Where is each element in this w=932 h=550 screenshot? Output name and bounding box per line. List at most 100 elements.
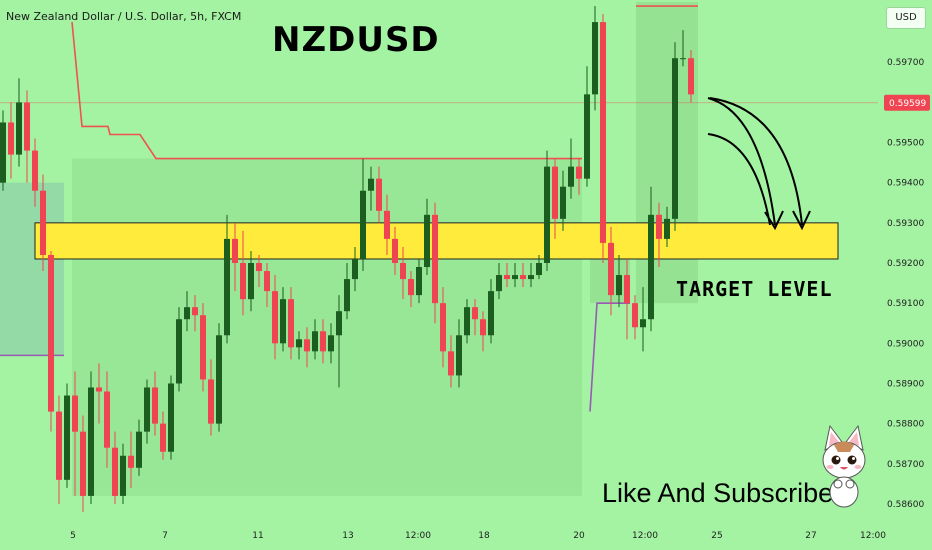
candle-body	[416, 267, 422, 296]
support-line-recent	[589, 302, 630, 412]
candle-body	[464, 307, 470, 336]
time-axis-label: 13	[342, 531, 353, 541]
candle-body	[376, 178, 382, 211]
candle-body	[64, 395, 70, 480]
time-axis-label: 20	[573, 531, 585, 541]
candle-body	[248, 263, 254, 300]
price-axis-label: 0.59000	[887, 339, 924, 349]
projection-arrow-2	[707, 133, 771, 226]
candle-body	[144, 387, 150, 432]
candle-body	[680, 58, 686, 60]
candle-body	[208, 379, 214, 424]
candle-body	[216, 335, 222, 424]
candle-body	[440, 303, 446, 352]
candle-body	[224, 238, 230, 336]
candle-body	[672, 58, 678, 219]
candle-body	[328, 335, 334, 352]
candle-body	[536, 263, 542, 276]
candle-body	[688, 58, 694, 95]
time-axis-label: 25	[711, 531, 722, 541]
candle-body	[320, 331, 326, 352]
target-level-label: TARGET LEVEL	[676, 277, 833, 301]
candle-body	[504, 275, 510, 280]
price-axis-label: 0.59100	[887, 299, 924, 309]
candle-body	[136, 431, 142, 468]
candle-body	[0, 122, 6, 183]
candle-body	[392, 238, 398, 264]
candle-body	[472, 307, 478, 320]
time-axis-label: 18	[478, 531, 490, 541]
candle-body	[88, 387, 94, 496]
price-axis-label: 0.59400	[887, 179, 924, 189]
candle-body	[488, 291, 494, 336]
candle-body	[520, 275, 526, 280]
candle-body	[608, 242, 614, 296]
candle-body	[584, 94, 590, 179]
candle-body	[240, 263, 246, 300]
candle-body	[120, 455, 126, 496]
time-axis-label: 7	[162, 531, 168, 541]
candle-body	[200, 315, 206, 380]
candle-body	[528, 275, 534, 280]
candle-body	[80, 431, 86, 496]
candle-body	[280, 299, 286, 344]
candle-body	[344, 279, 350, 312]
candle-body	[232, 238, 238, 264]
candle-body	[600, 22, 606, 243]
resistance-line	[71, 22, 582, 160]
time-axis-label: 5	[70, 531, 76, 541]
current-price-tag	[884, 94, 930, 111]
candle-body	[272, 291, 278, 344]
candle-body	[400, 263, 406, 280]
candle-body	[264, 271, 270, 292]
projection-arrow-3	[709, 97, 803, 226]
candle-body	[592, 22, 598, 95]
price-axis-label: 0.59700	[887, 58, 924, 68]
candle-body	[168, 383, 174, 452]
price-axis-label: 0.58900	[887, 379, 924, 389]
candle-body	[360, 190, 366, 259]
chart-title: NZDUSD	[272, 20, 440, 60]
candle-body	[656, 214, 662, 239]
price-axis-label: 0.58700	[887, 460, 924, 470]
price-axis-label: 0.58800	[887, 420, 924, 430]
candle-body	[632, 303, 638, 328]
candle-body	[296, 339, 302, 348]
symbol-info: New Zealand Dollar / U.S. Dollar, 5h, FX…	[6, 10, 242, 23]
candle-body	[576, 166, 582, 179]
candle-body	[152, 387, 158, 424]
currency-button[interactable]: USD	[886, 7, 926, 29]
candle-body	[24, 102, 30, 151]
candle-body	[112, 447, 118, 496]
candle-body	[256, 263, 262, 272]
candle-body	[496, 275, 502, 292]
candle-body	[512, 275, 518, 280]
candle-body	[648, 214, 654, 320]
projection-arrowhead-3	[792, 210, 811, 231]
time-axis-label: 12:00	[860, 531, 886, 541]
candle-body	[664, 218, 670, 239]
candle-body	[192, 307, 198, 316]
candle-body	[16, 102, 22, 155]
candle-body	[480, 319, 486, 336]
candle-body	[456, 335, 462, 376]
candle-body	[304, 339, 310, 352]
candle-body	[568, 166, 574, 187]
price-axis-label: 0.58600	[887, 500, 924, 510]
candle-body	[552, 166, 558, 219]
candle-body	[72, 395, 78, 432]
resistance-shade	[72, 158, 582, 496]
candle-body	[104, 391, 110, 448]
candle-body	[616, 275, 622, 296]
time-axis-label: 12:00	[632, 531, 658, 541]
candle-body	[8, 122, 14, 155]
subscribe-text: Like And Subscribe	[602, 478, 834, 508]
candle-body	[368, 178, 374, 191]
left-shade	[0, 182, 64, 356]
candle-body	[544, 166, 550, 264]
price-axis-label: 0.59300	[887, 219, 924, 229]
candle-body	[352, 258, 358, 280]
candle-body	[312, 331, 318, 352]
candle-body	[48, 254, 54, 412]
